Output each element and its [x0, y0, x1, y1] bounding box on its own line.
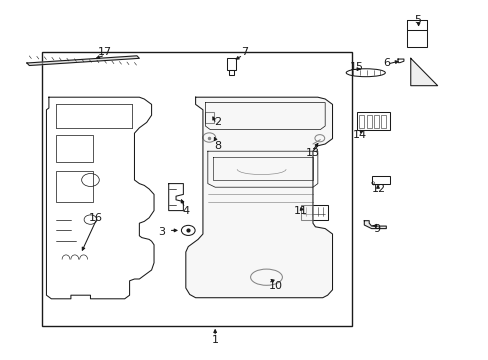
Bar	[227, 58, 236, 70]
Text: 10: 10	[269, 281, 283, 291]
Bar	[359, 115, 364, 128]
Text: 7: 7	[241, 47, 247, 57]
Text: 2: 2	[214, 117, 221, 127]
Text: 8: 8	[214, 141, 221, 151]
Polygon shape	[364, 221, 386, 229]
Text: 16: 16	[88, 213, 102, 223]
Text: 1: 1	[211, 335, 218, 345]
Text: 12: 12	[371, 184, 385, 194]
Text: 5: 5	[414, 15, 421, 25]
Bar	[56, 171, 93, 202]
Text: 9: 9	[372, 224, 379, 234]
Bar	[205, 112, 214, 123]
Text: 4: 4	[182, 206, 189, 216]
Polygon shape	[185, 97, 332, 298]
Text: 14: 14	[352, 130, 366, 140]
Bar	[406, 30, 427, 47]
Text: 17: 17	[98, 47, 112, 57]
Text: 15: 15	[349, 62, 363, 72]
Text: 11: 11	[293, 206, 307, 216]
Bar	[300, 205, 327, 220]
Polygon shape	[27, 56, 139, 66]
Text: 6: 6	[382, 58, 389, 68]
Text: 3: 3	[158, 227, 164, 237]
Bar	[356, 112, 389, 130]
Bar	[366, 115, 371, 128]
Bar	[373, 115, 378, 128]
Bar	[229, 70, 234, 75]
Bar	[381, 115, 386, 128]
Bar	[371, 176, 389, 184]
Text: 13: 13	[305, 148, 319, 158]
Bar	[56, 135, 93, 162]
Polygon shape	[410, 58, 437, 86]
Bar	[41, 52, 351, 326]
